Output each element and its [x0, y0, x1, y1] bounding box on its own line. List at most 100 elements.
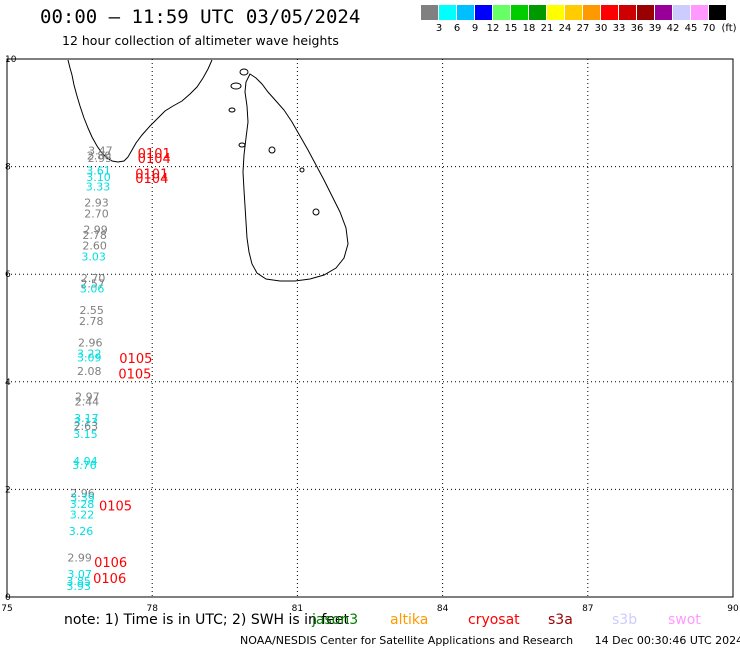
pass-time-label: 0101: [135, 168, 168, 183]
satellite-legend-cryosat: cryosat: [468, 612, 520, 628]
scale-label: 18: [522, 23, 536, 34]
wave-height-label: 2.78: [79, 315, 104, 328]
pass-time-label: 0105: [119, 352, 152, 367]
x-tick-label: 87: [582, 604, 593, 614]
wave-height-label: 2.80: [87, 149, 112, 162]
pass-time-label: 0106: [94, 556, 127, 571]
island-outline: [228, 107, 236, 113]
scale-label: 21: [540, 23, 554, 34]
y-tick-label: 6: [5, 270, 11, 280]
pass-time-label: 0105: [99, 500, 132, 515]
island-outline: [268, 146, 276, 154]
wave-height-label: 3.28: [70, 498, 95, 511]
scale-swatch: [493, 5, 510, 20]
wave-height-label: 3.61: [86, 164, 111, 177]
wave-height-label: 4.04: [73, 455, 98, 468]
pass-time-label: 0104: [135, 172, 168, 187]
scale-swatch: [601, 5, 618, 20]
wave-height-label: 2.78: [82, 229, 107, 242]
scale-label: 45: [684, 23, 698, 34]
wave-height-label: 2.55: [79, 304, 104, 317]
wave-height-label: 2.95: [88, 152, 113, 165]
wave-height-label: 2.96: [78, 337, 103, 350]
sri-lanka-coastline: [242, 73, 349, 282]
scale-swatch: [565, 5, 582, 20]
satellite-legend-swot: swot: [668, 612, 701, 628]
wave-height-label: 2.70: [84, 207, 109, 220]
y-tick-label: 4: [5, 378, 11, 388]
island-outline: [312, 208, 320, 216]
scale-swatch: [421, 5, 438, 20]
wave-height-label: 3.33: [86, 181, 111, 194]
wave-height-label: 3.85: [66, 575, 91, 588]
page-subtitle: 12 hour collection of altimeter wave hei…: [62, 33, 339, 48]
wave-height-label: 2.63: [74, 420, 99, 433]
india-coastline: [67, 59, 213, 163]
scale-swatch: [619, 5, 636, 20]
scale-label: 33: [612, 23, 626, 34]
wave-height-label: 2.70: [81, 272, 106, 285]
pass-time-label: 0101: [138, 147, 171, 162]
satellite-legend-s3a: s3a: [548, 612, 573, 628]
pass-time-label: 0106: [93, 572, 126, 587]
footer: NOAA/NESDIS Center for Satellite Applica…: [240, 634, 740, 647]
wave-height-label: 2.99: [67, 552, 92, 565]
island-outline: [230, 82, 242, 90]
scale-label: 12: [486, 23, 500, 34]
wave-height-label: 3.10: [86, 171, 111, 184]
y-tick-label: 0: [5, 593, 11, 603]
scale-label: 70: [702, 23, 716, 34]
island-outline: [238, 142, 246, 148]
x-tick-label: 84: [437, 604, 449, 614]
wave-height-label: 3.07: [67, 568, 92, 581]
footer-timestamp: 14 Dec 00:30:46 UTC 2024: [594, 634, 740, 647]
y-tick-label: 8: [5, 163, 11, 173]
scale-label: 3: [435, 23, 443, 34]
map-frame: [6, 58, 734, 598]
wave-height-label: 2.08: [77, 365, 102, 378]
x-tick-label: 81: [292, 604, 303, 614]
y-tick-label: 2: [5, 485, 11, 495]
wave-height-label: 3.22: [70, 509, 95, 522]
wave-height-label: 3.93: [66, 580, 91, 593]
wave-height-label: 3.13: [74, 416, 99, 429]
wave-height-label: 3.76: [72, 459, 97, 472]
scale-label: 36: [630, 23, 644, 34]
satellite-legend-altika: altika: [390, 612, 429, 628]
scale-swatch: [673, 5, 690, 20]
note-text: note: 1) Time is in UTC; 2) SWH is in fe…: [64, 612, 350, 628]
wave-height-label: 2.60: [82, 240, 107, 253]
x-tick-label: 75: [1, 604, 12, 614]
scale-label: 9: [471, 23, 479, 34]
scale-swatch: [583, 5, 600, 20]
scale-swatch: [709, 5, 726, 20]
island-outline: [239, 68, 249, 76]
scale-swatch: [655, 5, 672, 20]
scale-swatch: [637, 5, 654, 20]
satellite-legend-s3b: s3b: [612, 612, 638, 628]
pass-time-label: 0105: [118, 368, 151, 383]
scale-swatch: [511, 5, 528, 20]
scale-swatch: [691, 5, 708, 20]
wave-height-label: 3.39: [70, 491, 95, 504]
scale-label: 27: [576, 23, 590, 34]
wave-height-label: 2.97: [75, 390, 100, 403]
x-tick-label: 78: [146, 604, 158, 614]
scale-label: (ft): [721, 23, 737, 34]
wave-height-label: 3.47: [88, 144, 113, 157]
wave-height-label: 3.22: [77, 347, 102, 360]
scale-swatch: [547, 5, 564, 20]
page-title: 00:00 — 11:59 UTC 03/05/2024: [40, 6, 361, 28]
wave-height-label: 3.03: [81, 250, 106, 263]
satellite-legend-jason3: jason3: [312, 612, 359, 628]
wave-height-label: 3.06: [80, 283, 105, 296]
scale-label: 15: [504, 23, 518, 34]
scale-swatch: [457, 5, 474, 20]
wave-height-label: 3.26: [69, 525, 94, 538]
wave-height-label: 3.09: [77, 352, 102, 365]
x-tick-label: 90: [727, 604, 739, 614]
wave-height-label: 3.17: [74, 412, 99, 425]
scale-swatch: [475, 5, 492, 20]
y-tick-label: 10: [5, 55, 17, 65]
